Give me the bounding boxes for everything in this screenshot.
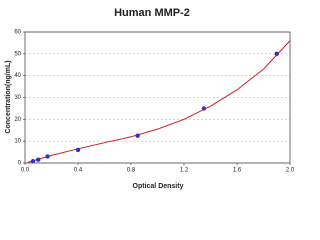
data-point [45,154,50,159]
y-tick-label: 60 [14,30,21,36]
chart-title: Human MMP-2 [114,7,190,19]
fit-curve [27,40,291,163]
data-point [274,51,279,57]
x-tick-label: 1.2 [180,168,189,174]
data-point [36,157,41,162]
y-tick-label: 50 [14,51,21,57]
x-tick-label: 2.0 [286,168,295,174]
y-axis-title: Concentration(ng/mL) [5,60,12,133]
chart: Human MMP-2 Optical Density Concentratio… [5,7,295,190]
y-tick-label: 20 [14,117,21,123]
x-tick-label: 0.8 [127,168,136,174]
x-tick-label: 0.4 [74,168,83,174]
y-tick-label: 30 [14,95,21,101]
y-tick-label: 0 [18,161,22,167]
y-tick-label: 40 [14,73,21,79]
data-point [135,133,140,138]
plot-frame [24,31,291,164]
x-tick-label: 0.0 [21,168,30,174]
y-tick-label: 10 [14,139,21,145]
data-point [201,106,207,111]
x-axis-title: Optical Density [133,183,184,190]
data-point [30,159,36,164]
x-tick-label: 1.6 [233,168,242,174]
data-point [75,147,81,153]
